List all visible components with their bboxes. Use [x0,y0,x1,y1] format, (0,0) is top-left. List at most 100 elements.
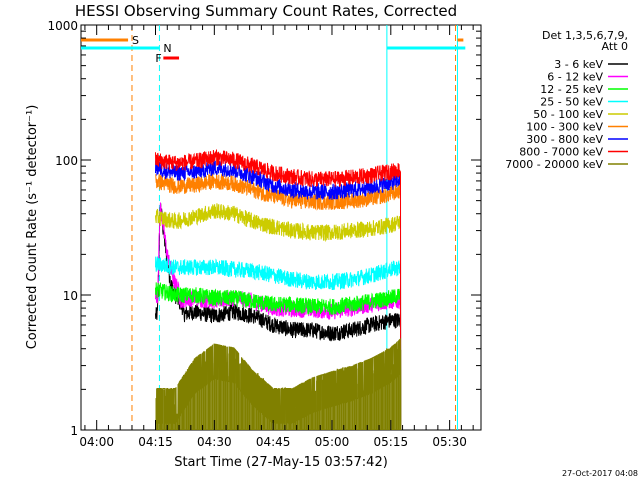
fill-bar [173,404,175,430]
fill-bar [183,374,185,430]
fill-bar [261,390,263,430]
fill-bar [349,376,351,430]
fill-bar [287,398,289,430]
fill-bar [218,362,220,430]
fill-bar [272,394,274,430]
fill-bar [307,406,310,430]
fill-bar [375,362,377,430]
fill-bar [338,379,340,430]
fill-bar [214,361,216,430]
fill-bar [257,373,259,430]
legend-label: 100 - 300 keV [526,121,603,134]
fill-bar [206,352,208,430]
fill-bar [306,397,308,430]
series-100-300-kev [155,172,402,430]
fill-bar [200,368,203,430]
fill-bar [169,389,171,430]
x-axis-ticks: 04:00 04:15 04:30 04:45 05:00 05:15 05:30 [79,25,474,449]
x-tick-label: 05:15 [374,435,409,449]
fill-bar [235,358,237,430]
fill-bar [309,395,311,430]
y-axis-ticks: 1 10 100 1000 [47,19,481,438]
legend-label: 300 - 800 keV [526,133,603,146]
fill-bar [372,373,374,430]
fill-bar [253,388,255,430]
legend-label: 7000 - 20000 keV [505,158,603,171]
fill-bar [247,378,249,430]
fill-bar [221,348,223,430]
fill-bar [161,403,163,430]
series-25-50-kev [155,256,402,430]
fill-bar [203,351,205,430]
legend-label: 3 - 6 keV [554,58,603,71]
fill-bar [191,393,193,430]
series-line [155,256,402,430]
fill-bar [283,419,285,430]
fill-bar [329,381,332,430]
fill-bar [369,381,371,430]
fill-bar [209,355,211,430]
x-tick-label: 04:00 [79,435,114,449]
fill-bar [313,379,315,430]
fill-bar [155,398,157,430]
fill-bar [180,409,182,430]
fill-bar [399,349,402,430]
series-line [155,149,402,430]
fill-bar [387,351,389,430]
series-layer [155,149,402,430]
fill-bar [316,380,318,430]
series-800-7000-kev [155,149,402,430]
fill-bar [340,369,343,430]
fill-bar [353,389,355,430]
fill-bar [162,390,164,430]
fill-bar [174,411,177,430]
fill-bar [193,358,196,430]
fill-bar [360,366,362,430]
fill-bar [207,357,210,430]
fill-bar [347,384,350,430]
fill-bar [279,417,281,430]
fill-bar [317,375,319,430]
fill-bar [362,390,365,430]
legend-label: 12 - 25 keV [540,83,603,96]
series-7000-20000-kev-fill [155,344,402,430]
fill-bar [383,363,385,430]
fill-bar [258,376,260,430]
fill-bar [224,359,226,430]
fill-bar [266,413,269,430]
fill-bar [285,390,288,430]
fill-bar [262,378,264,430]
fill-bar [250,392,252,430]
fill-bar [225,370,227,430]
f-label: F [155,52,161,65]
fill-bar [251,399,253,430]
fill-bar [246,383,248,430]
fill-bar [368,373,370,430]
fill-bar [294,407,296,430]
legend-header: Det 1,3,5,6,7,9, [542,29,628,42]
fill-bar [314,390,317,430]
fill-bar [391,371,393,430]
fill-bar [357,383,359,430]
fill-bar [280,405,282,430]
fill-bar [364,360,366,430]
fill-bar [269,390,271,430]
fill-bar [254,387,256,430]
fill-bar [176,413,178,430]
legend-label: 25 - 50 keV [540,96,603,109]
fill-bar [229,372,231,430]
fill-bar [188,367,190,430]
fill-bar [189,392,192,430]
fill-bar [321,379,323,430]
fill-bar [243,360,245,430]
fill-bar [163,389,166,430]
y-tick-label: 100 [55,154,78,168]
fill-bar [335,383,337,430]
fill-bar [228,353,230,430]
fill-bar [248,387,251,430]
x-tick-label: 04:30 [197,435,232,449]
fill-bar [320,387,322,430]
fill-bar [281,387,284,430]
fill-bar [222,370,225,430]
